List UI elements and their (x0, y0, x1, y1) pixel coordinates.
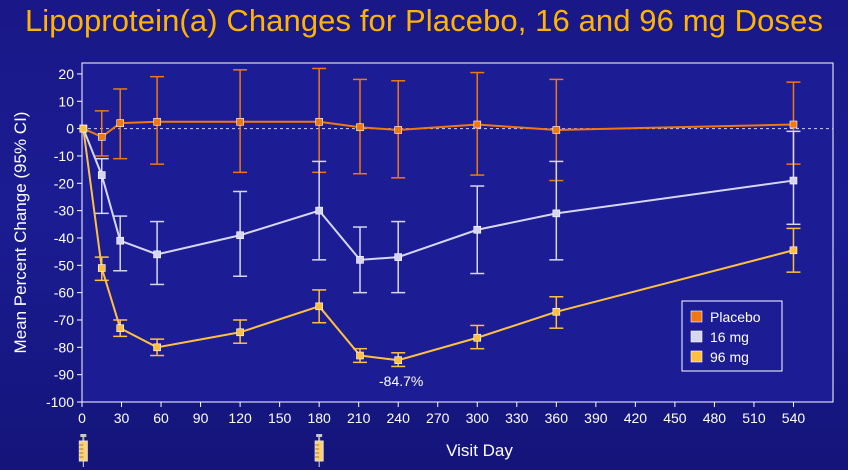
y-tick-label: -70 (54, 312, 74, 328)
x-tick-label: 90 (193, 410, 209, 426)
legend-swatch-placebo (690, 310, 703, 323)
data-point (79, 124, 88, 133)
data-point (356, 256, 364, 264)
legend-label-placebo: Placebo (710, 309, 761, 325)
syringe-barrel (78, 440, 88, 462)
data-point (236, 328, 244, 337)
x-tick-label: 510 (742, 410, 766, 426)
data-point (356, 351, 364, 360)
data-point (789, 176, 798, 185)
syringe-plunger (80, 434, 87, 437)
y-tick-label: -50 (54, 257, 74, 273)
data-point (394, 356, 403, 364)
y-tick-label: -20 (54, 175, 74, 191)
data-point (473, 333, 482, 342)
x-tick-label: 180 (307, 410, 331, 426)
x-tick-label: 60 (153, 410, 169, 426)
legend-swatch-16-mg (690, 330, 703, 343)
y-tick-label: 20 (58, 66, 74, 82)
syringe-icon (78, 434, 88, 467)
x-tick-label: 150 (268, 410, 292, 426)
data-point (116, 324, 125, 332)
series-placebo (79, 67, 801, 182)
data-point (789, 120, 798, 129)
x-tick-label: 330 (505, 410, 529, 426)
data-point (473, 225, 482, 234)
data-point (473, 120, 482, 129)
series-96-mg (79, 124, 801, 368)
legend: Placebo 16 mg 96 mg (681, 300, 783, 372)
y-tick-label: -40 (54, 230, 74, 246)
x-axis-title: Visit Day (446, 441, 513, 460)
y-tick-label: -60 (54, 285, 74, 301)
x-tick-label: 420 (624, 410, 648, 426)
syringe-rod (318, 437, 321, 441)
syringe-plunger (316, 434, 323, 437)
x-tick-label: 30 (114, 410, 130, 426)
data-point (552, 126, 561, 134)
x-tick-label: 240 (387, 410, 411, 426)
data-point (315, 302, 323, 311)
y-tick-label: -100 (46, 394, 74, 410)
data-point (153, 117, 161, 126)
x-tick-label: 450 (663, 410, 687, 426)
data-point (552, 307, 561, 316)
data-point (394, 126, 403, 134)
y-tick-label: 0 (66, 121, 74, 137)
data-point (394, 253, 403, 261)
x-tick-label: 0 (78, 410, 86, 426)
y-tick-label: -10 (54, 148, 74, 164)
data-point (153, 250, 161, 259)
annotation-label: -84.7% (379, 373, 423, 389)
legend-label-16-mg: 16 mg (710, 329, 749, 345)
data-point (789, 246, 798, 255)
y-tick-label: 10 (58, 93, 74, 109)
y-tick-label: -80 (54, 339, 74, 355)
data-point (356, 123, 364, 132)
data-point (97, 133, 106, 141)
x-tick-label: 270 (426, 410, 450, 426)
legend-swatch-96-mg (690, 350, 703, 363)
data-point (236, 117, 244, 126)
syringe-icon (314, 434, 324, 467)
data-point (97, 171, 106, 179)
syringe-rod (82, 437, 85, 441)
chart-title: Lipoprotein(a) Changes for Placebo, 16 a… (24, 3, 824, 38)
data-point (116, 236, 125, 245)
y-axis-title: Mean Percent Change (95% CI) (11, 112, 30, 354)
syringe-barrel (314, 440, 324, 462)
x-tick-label: 210 (347, 410, 371, 426)
x-tick-label: 120 (228, 410, 252, 426)
legend-label-96-mg: 96 mg (710, 349, 749, 365)
y-tick-label: -30 (54, 203, 74, 219)
x-tick-label: 360 (545, 410, 569, 426)
data-point (153, 343, 161, 352)
data-point (236, 231, 244, 240)
data-point (315, 117, 323, 126)
data-point (315, 206, 323, 215)
data-point (97, 264, 106, 272)
data-point (552, 209, 561, 218)
x-tick-label: 300 (466, 410, 490, 426)
data-point (116, 119, 125, 127)
x-tick-label: 390 (584, 410, 608, 426)
series-16-mg (79, 124, 801, 294)
y-tick-label: -90 (54, 367, 74, 383)
x-tick-label: 540 (782, 410, 806, 426)
x-tick-label: 480 (703, 410, 727, 426)
